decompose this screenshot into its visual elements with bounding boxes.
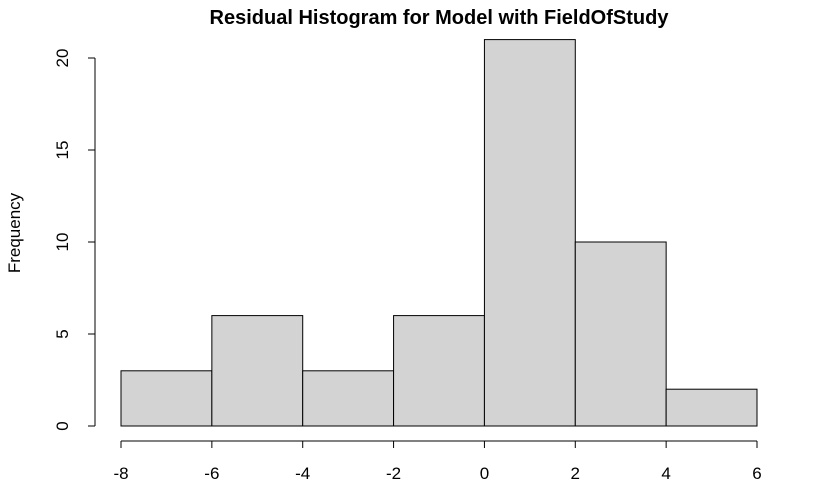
histogram-bar xyxy=(483,39,576,427)
histogram-bar xyxy=(302,370,395,427)
x-tick-label: -4 xyxy=(295,464,310,483)
x-tick-label: 6 xyxy=(752,464,761,483)
x-tick-label: -2 xyxy=(386,464,401,483)
histogram-bar xyxy=(665,388,758,427)
y-tick-label: 5 xyxy=(53,329,72,338)
histogram-bar xyxy=(120,370,213,427)
bars-group xyxy=(120,39,758,427)
histogram-bar xyxy=(574,241,667,427)
x-tick-label: 2 xyxy=(571,464,580,483)
x-axis: -8 -6 -4 -2 0 2 4 6 xyxy=(113,440,762,483)
y-tick-label: 10 xyxy=(53,233,72,252)
x-tick-label: 0 xyxy=(480,464,489,483)
y-axis-title: Frequency xyxy=(5,192,24,273)
y-axis: 0 5 10 15 20 xyxy=(53,49,96,431)
histogram-bar xyxy=(211,315,304,427)
chart-title: Residual Histogram for Model with FieldO… xyxy=(210,7,670,29)
x-tick-label: -6 xyxy=(204,464,219,483)
y-tick-label: 0 xyxy=(53,421,72,430)
y-tick-label: 15 xyxy=(53,141,72,160)
histogram-bar xyxy=(393,315,485,427)
x-tick-label: -8 xyxy=(113,464,128,483)
x-tick-label: 4 xyxy=(661,464,670,483)
y-tick-label: 20 xyxy=(53,49,72,68)
